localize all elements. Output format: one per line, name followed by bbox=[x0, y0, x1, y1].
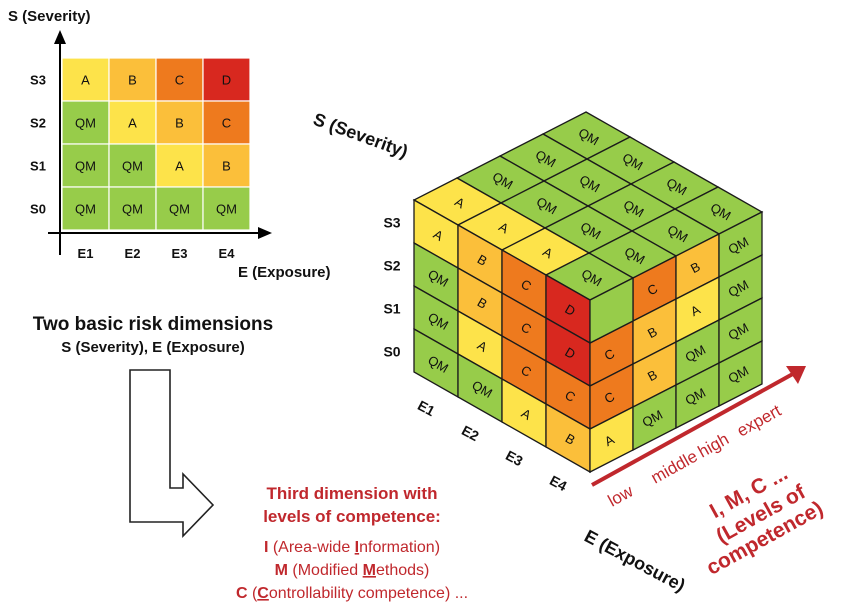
cube-row-label: S2 bbox=[383, 258, 400, 274]
matrix-2d-cell bbox=[108, 57, 157, 102]
matrix-2d-cell bbox=[108, 143, 157, 188]
cube-row-label: S0 bbox=[383, 344, 400, 360]
matrix-2d-cell bbox=[202, 186, 251, 231]
matrix-2d-col-label: E2 bbox=[125, 246, 141, 261]
competence-level-label: high bbox=[695, 429, 732, 461]
matrix-2d-col-labels: E1 E2 E3 E4 bbox=[78, 246, 236, 261]
competence-level-label: low bbox=[605, 481, 637, 510]
cube-axis-labels: S3 S2 S1 S0 E1 E2 E3 E4 bbox=[383, 215, 569, 495]
matrix-2d-cell-label: C bbox=[222, 116, 231, 131]
matrix-2d-cell-label: QM bbox=[122, 159, 143, 174]
cube-col-label: E4 bbox=[547, 472, 570, 494]
competence-level-label: expert bbox=[734, 401, 785, 441]
cube-side-cell bbox=[718, 339, 763, 408]
l-shaped-arrow bbox=[129, 369, 215, 538]
cube-col-label: E1 bbox=[415, 397, 438, 419]
matrix-2d-cell-label: QM bbox=[75, 202, 96, 217]
matrix-2d-x-arrowhead bbox=[258, 227, 272, 239]
caption-subtitle: S (Severity), E (Exposure) bbox=[61, 339, 244, 356]
matrix-2d-cell bbox=[61, 186, 110, 231]
third-dimension-text: Third dimension with levels of competence… bbox=[236, 484, 468, 602]
matrix-2d: A B C D QM A B C QM QM A B QM QM QM QM S (Severity) E (… bbox=[8, 8, 331, 281]
matrix-2d-cell bbox=[108, 186, 157, 231]
matrix-2d-row-label: S2 bbox=[30, 116, 46, 131]
matrix-2d-row-labels: S3 S2 S1 S0 bbox=[30, 73, 46, 217]
matrix-2d-cell bbox=[202, 143, 251, 188]
competence-level-label: middle bbox=[648, 447, 701, 488]
matrix-2d-cell-label: B bbox=[222, 159, 231, 174]
matrix-2d-cells: A B C D QM A B C QM QM A B QM QM QM QM bbox=[61, 57, 251, 231]
matrix-2d-x-axis-label: E (Exposure) bbox=[238, 264, 331, 281]
cube-col-label: E2 bbox=[459, 422, 482, 444]
matrix-2d-y-axis-label: S (Severity) bbox=[8, 8, 91, 25]
cube-x-axis-label: E (Exposure) bbox=[581, 526, 688, 596]
matrix-2d-cell bbox=[202, 57, 251, 102]
third-dimension-heading: levels of competence: bbox=[263, 507, 441, 526]
matrix-2d-row-label: S1 bbox=[30, 159, 46, 174]
competence-item: I (Area-wide Information) bbox=[264, 539, 440, 556]
matrix-2d-cell-label: QM bbox=[75, 116, 96, 131]
competence-item: C (Controllability competence) ... bbox=[236, 585, 468, 602]
matrix-2d-cell-label: QM bbox=[122, 202, 143, 217]
competence-arrowhead bbox=[786, 366, 806, 384]
matrix-2d-cell-label: C bbox=[175, 73, 184, 88]
matrix-2d-cell-label: A bbox=[128, 116, 137, 131]
matrix-2d-col-label: E4 bbox=[219, 246, 236, 261]
matrix-2d-cell bbox=[108, 100, 157, 145]
cube-col-label: E3 bbox=[503, 447, 526, 469]
matrix-2d-row-label: S3 bbox=[30, 73, 46, 88]
matrix-2d-row-label: S0 bbox=[30, 202, 46, 217]
caption-title: Two basic risk dimensions bbox=[33, 314, 273, 335]
matrix-2d-cell-label: A bbox=[81, 73, 90, 88]
cube-row-label: S1 bbox=[383, 301, 400, 317]
matrix-2d-cell-label: QM bbox=[216, 202, 237, 217]
competence-item: M (Modified Methods) bbox=[275, 562, 430, 579]
matrix-2d-cell-label: QM bbox=[75, 159, 96, 174]
matrix-2d-cell-label: A bbox=[175, 159, 184, 174]
matrix-2d-cell-label: QM bbox=[169, 202, 190, 217]
matrix-2d-col-label: E3 bbox=[172, 246, 188, 261]
third-dimension-heading: Third dimension with bbox=[267, 484, 438, 503]
matrix-2d-cell bbox=[202, 100, 251, 145]
matrix-2d-y-arrowhead bbox=[54, 30, 66, 44]
matrix-2d-col-label: E1 bbox=[78, 246, 94, 261]
matrix-2d-cell-label: D bbox=[222, 73, 231, 88]
matrix-2d-cell bbox=[61, 57, 110, 102]
competence-axis-line bbox=[591, 368, 801, 487]
matrix-2d-cell-label: B bbox=[175, 116, 184, 131]
matrix-2d-cell-label: B bbox=[128, 73, 137, 88]
cube-side-cell bbox=[589, 276, 634, 345]
cube-y-axis-label: S (Severity) bbox=[311, 109, 411, 162]
cube-row-label: S3 bbox=[383, 215, 400, 231]
